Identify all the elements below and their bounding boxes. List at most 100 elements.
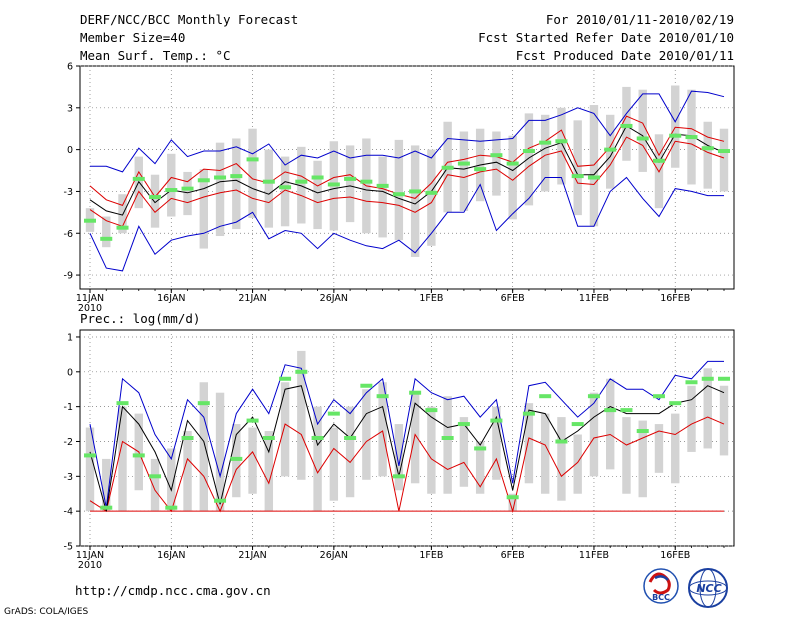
observed-value-mark — [604, 408, 617, 413]
observed-value-mark — [425, 190, 438, 195]
observed-value-mark — [197, 401, 210, 406]
year-label: 2010 — [78, 560, 102, 571]
y-tick-label: 0 — [67, 145, 73, 156]
observed-value-mark — [311, 175, 324, 180]
observed-value-mark — [246, 418, 259, 423]
ensemble-spread-bar — [671, 85, 680, 168]
ensemble-spread-bar — [264, 149, 274, 228]
y-tick-label: 6 — [67, 62, 73, 73]
ensemble-spread-bar — [654, 424, 664, 473]
x-tick-label: 11JAN — [76, 293, 104, 304]
svg-text:BCC: BCC — [652, 593, 670, 602]
ensemble-spread-bar — [118, 406, 127, 512]
ensemble-spread-bar — [622, 417, 631, 494]
x-tick-label: 21JAN — [238, 293, 266, 304]
ensemble-spread-bar — [671, 413, 680, 484]
x-tick-label: 6FEB — [501, 293, 525, 304]
observed-value-mark — [718, 376, 730, 381]
observed-value-mark — [490, 153, 503, 158]
observed-value-mark — [262, 179, 275, 184]
bcc-logo: BCC — [643, 568, 679, 604]
plot-frame — [79, 65, 735, 290]
observed-value-mark — [490, 418, 503, 423]
observed-value-mark — [701, 146, 714, 151]
observed-value-mark — [376, 394, 389, 399]
ensemble-spread-bar — [150, 174, 160, 228]
ensemble-spread-bar — [492, 131, 501, 196]
x-tick-label: 11JAN — [76, 550, 104, 561]
observed-value-mark — [246, 157, 259, 162]
observed-value-mark — [230, 456, 243, 461]
observed-value-mark — [636, 136, 649, 141]
ensemble-spread-bar — [215, 392, 225, 512]
observed-value-mark — [392, 474, 405, 479]
observed-value-mark — [84, 453, 96, 458]
x-tick-label: 11FEB — [579, 550, 609, 561]
ensemble-mean-line — [89, 385, 725, 512]
observed-value-mark — [100, 236, 113, 241]
x-tick-label: 16JAN — [157, 550, 185, 561]
ensemble-spread-bar — [687, 385, 696, 452]
ensemble-spread-bar — [719, 128, 729, 192]
observed-value-mark — [620, 408, 633, 413]
ensemble-spread-bar — [508, 135, 517, 220]
ensemble-spread-bar — [622, 86, 631, 161]
x-tick-label: 26JAN — [320, 293, 348, 304]
ensemble-spread-bar — [264, 431, 274, 512]
observed-value-mark — [149, 474, 162, 479]
y-tick-label: 0 — [67, 367, 73, 378]
observed-value-mark — [555, 139, 568, 144]
ensemble-spread-bar — [557, 107, 566, 185]
ensemble-spread-bar — [540, 114, 550, 192]
x-tick-label: 11FEB — [579, 293, 609, 304]
ensemble-max-line — [90, 90, 725, 173]
observed-value-mark — [701, 376, 714, 381]
observed-value-mark — [295, 179, 308, 184]
observed-value-mark — [132, 453, 145, 458]
lower-percentile-line — [89, 416, 725, 514]
x-tick-label: 21JAN — [238, 550, 266, 561]
y-tick-label: -4 — [64, 507, 73, 518]
observed-value-mark — [441, 165, 454, 170]
ensemble-spread-bar — [573, 120, 582, 216]
observed-value-mark — [539, 140, 552, 145]
observed-value-mark — [376, 183, 389, 188]
ensemble-spread-bar — [183, 431, 192, 512]
observed-value-mark — [84, 218, 96, 223]
chart-title: DERF/NCC/BCC Monthly Forecast — [80, 12, 298, 27]
upper-percentile-line — [89, 115, 725, 207]
ensemble-spread-bar — [703, 368, 712, 449]
ensemble-spread-bar — [459, 131, 469, 211]
y-tick-label: -9 — [64, 271, 73, 282]
ensemble-spread-bar — [248, 128, 257, 218]
member-size: Member Size=40 — [80, 30, 185, 45]
ensemble-spread-bar — [280, 382, 290, 477]
observed-value-mark — [214, 498, 227, 503]
ensemble-spread-bar — [508, 493, 517, 512]
plot-frame — [79, 329, 735, 547]
grads-credit: GrADS: COLA/IGES — [4, 607, 88, 617]
ensemble-spread-bar — [150, 458, 160, 512]
observed-value-mark — [685, 380, 698, 385]
ensemble-spread-bar — [638, 89, 647, 172]
x-tick-label: 16FEB — [660, 550, 690, 561]
observed-value-mark — [327, 411, 340, 416]
observed-value-mark — [262, 436, 275, 440]
ensemble-spread-bar — [427, 406, 436, 494]
observed-value-mark — [279, 185, 292, 190]
ensemble-spread-bar — [638, 420, 647, 498]
ncc-logo: NCC — [688, 568, 728, 608]
source-url[interactable]: http://cmdp.ncc.cma.gov.cn — [75, 583, 271, 598]
observed-value-mark — [571, 174, 584, 179]
observed-value-mark — [539, 394, 552, 399]
svg-text:NCC: NCC — [696, 582, 721, 595]
x-tick-label: 1FEB — [419, 550, 443, 561]
observed-value-mark — [555, 439, 568, 444]
ensemble-min-line — [89, 176, 724, 272]
ensemble-spread-bar — [297, 350, 306, 480]
ensemble-spread-bar — [102, 458, 111, 512]
ensemble-spread-bar — [183, 171, 192, 216]
observed-value-mark — [230, 174, 243, 179]
ensemble-spread-bar — [378, 156, 387, 238]
observed-value-mark — [214, 175, 227, 180]
